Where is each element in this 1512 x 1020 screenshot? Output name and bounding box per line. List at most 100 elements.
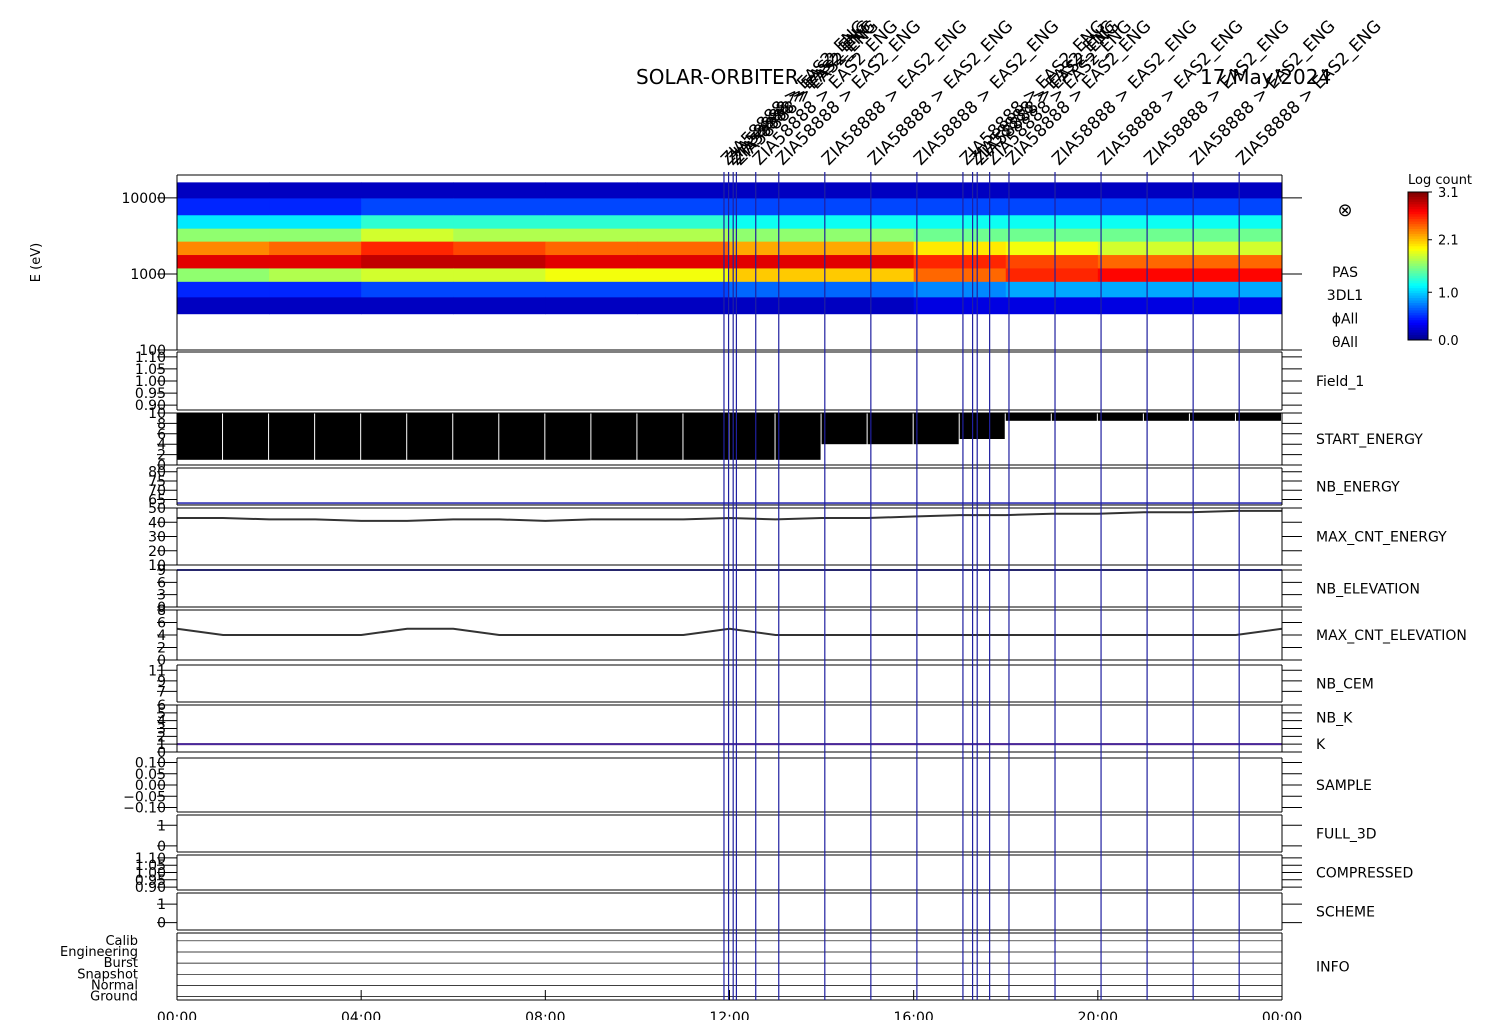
y-tick-label: Engineering: [60, 945, 138, 960]
colorbar-step: [1408, 226, 1428, 230]
panel-label: PAS: [1332, 265, 1358, 281]
colorbar-step: [1408, 219, 1428, 223]
x-tick-label: 04:00: [341, 1010, 381, 1020]
colorbar-step: [1408, 327, 1428, 331]
colorbar-step: [1408, 325, 1428, 329]
y-tick-label: 0: [157, 916, 166, 932]
spectrogram-cell: [637, 254, 730, 269]
y-tick-label: 3: [157, 722, 166, 738]
y-tick-label: Ground: [90, 990, 138, 1005]
y-tick-label: 2: [157, 448, 166, 464]
spectrogram-cell: [821, 281, 915, 298]
spectrogram-cell: [453, 281, 546, 298]
y-tick-label: 4: [157, 714, 166, 730]
y-tick-label: 0.05: [135, 767, 166, 783]
colorbar-step: [1408, 310, 1428, 314]
spectrogram-cell: [1005, 267, 1099, 282]
spectrogram-cell: [453, 214, 546, 229]
spectrogram-cell: [1189, 182, 1283, 199]
range-bar: [1005, 413, 1051, 421]
spectrogram-cell: [729, 254, 823, 269]
y-tick-label: 75: [148, 474, 166, 490]
colorbar-step: [1408, 214, 1428, 218]
spectrogram-cell: [913, 267, 1007, 282]
colorbar-step: [1408, 196, 1428, 200]
spectrogram-cell: [177, 182, 270, 199]
colorbar-step: [1408, 322, 1428, 326]
y-tick-label: 0: [157, 653, 166, 669]
panel-label: MAX_CNT_ELEVATION: [1316, 628, 1467, 644]
spectrogram-cell: [453, 254, 546, 269]
panel-label: FULL_3D: [1316, 827, 1377, 843]
colorbar-step: [1408, 290, 1428, 294]
spectrogram-cell: [1097, 197, 1191, 216]
y-tick-label: 1: [157, 737, 166, 753]
spectrogram-cell: [637, 182, 730, 199]
spectrogram-cell: [821, 241, 915, 256]
colorbar-tick-label: 3.1: [1438, 186, 1459, 201]
y-tick-label: 1: [157, 818, 166, 834]
colorbar-step: [1408, 236, 1428, 240]
spectrogram-cell: [1097, 267, 1191, 282]
spectrogram-cell: [821, 182, 915, 199]
colorbar-step: [1408, 231, 1428, 235]
spectrogram-cell: [821, 267, 915, 282]
colorbar-step: [1408, 211, 1428, 215]
colorbar-step: [1408, 300, 1428, 304]
spectrogram-cell: [361, 241, 454, 256]
spectrogram-cell: [1189, 296, 1283, 315]
spectrogram-cell: [913, 197, 1007, 216]
spectrogram-cell: [821, 296, 915, 315]
colorbar-step: [1408, 332, 1428, 336]
spectrogram-cell: [637, 267, 730, 282]
range-bar: [959, 413, 1005, 439]
colorbar-step: [1408, 233, 1428, 237]
colorbar-step: [1408, 241, 1428, 245]
panel-label: NB_ELEVATION: [1316, 582, 1420, 598]
y-tick-label: −0.05: [123, 789, 166, 805]
series-line: [177, 509, 1282, 522]
range-bar: [1189, 413, 1235, 421]
panel-label: NB_K: [1316, 711, 1353, 727]
y-tick-label: 80: [148, 465, 166, 481]
spectrogram-cell: [269, 228, 362, 242]
range-bar: [407, 413, 453, 460]
colorbar-step: [1408, 278, 1428, 282]
y-tick-label: 4: [157, 437, 166, 453]
range-bar: [913, 413, 959, 445]
y-tick-label: 6: [157, 616, 166, 632]
spectrogram-cell: [637, 228, 730, 242]
symbol: ⊗: [1337, 200, 1352, 221]
spectrogram-cell: [361, 254, 454, 269]
y-tick-label: 40: [148, 515, 166, 531]
colorbar-step: [1408, 253, 1428, 257]
panel-label: K: [1316, 737, 1326, 753]
spectrogram-cell: [729, 296, 823, 315]
spectrogram-cell: [545, 241, 638, 256]
spectrogram-cell: [1189, 197, 1283, 216]
colorbar-step: [1408, 204, 1428, 208]
colorbar-step: [1408, 201, 1428, 205]
y-tick-label: 0.95: [135, 386, 166, 402]
y-tick-label: 1.05: [135, 362, 166, 378]
series-line: [176, 627, 1283, 636]
y-tick-label: 7: [157, 684, 166, 700]
y-tick-label: 65: [148, 492, 166, 508]
spectrogram-cell: [453, 197, 546, 216]
colorbar-step: [1408, 317, 1428, 321]
colorbar-step: [1408, 221, 1428, 225]
spectrogram-cell: [821, 197, 915, 216]
colorbar-step: [1408, 268, 1428, 272]
y-tick-label: 9: [157, 674, 166, 690]
colorbar-step: [1408, 194, 1428, 198]
y-tick-label: 5: [157, 706, 166, 722]
colorbar-step: [1408, 209, 1428, 213]
x-tick-label: 20:00: [1078, 1010, 1118, 1020]
colorbar-step: [1408, 229, 1428, 232]
colorbar-step: [1408, 258, 1428, 262]
spectrogram-cell: [545, 281, 638, 298]
spectrogram-cell: [913, 281, 1007, 298]
colorbar-step: [1408, 243, 1428, 247]
spectrogram-cell: [821, 228, 915, 242]
spectrogram-cell: [1005, 296, 1099, 315]
